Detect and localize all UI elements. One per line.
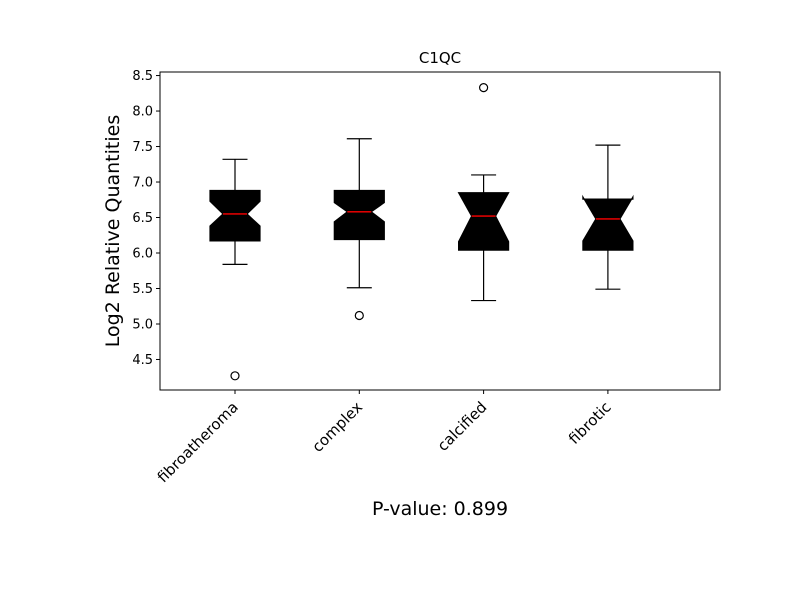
y-tick-label: 5.0 — [132, 317, 153, 332]
outlier-point — [354, 310, 364, 321]
y-axis-label: Log2 Relative Quantities — [102, 115, 124, 347]
y-tick-label: 6.0 — [132, 247, 153, 262]
y-tick-label: 4.5 — [132, 353, 153, 368]
p-value-label: P-value: 0.899 — [372, 498, 508, 520]
y-tick-label: 7.5 — [132, 140, 153, 155]
plot-area — [209, 83, 634, 381]
chart-title: C1QC — [419, 49, 461, 67]
notched-box — [457, 192, 510, 251]
y-tick-label: 8.5 — [132, 69, 153, 84]
notched-box — [582, 194, 634, 251]
outlier-point — [230, 371, 240, 381]
notched-box — [209, 189, 261, 242]
y-tick-label: 6.5 — [132, 211, 153, 226]
outlier-point — [479, 83, 489, 93]
y-tick-label: 7.0 — [132, 176, 153, 191]
y-tick-label: 5.5 — [132, 282, 153, 297]
box-group-calcified — [457, 83, 510, 302]
box-group-fibroatheroma — [209, 158, 261, 381]
plot-frame — [159, 71, 721, 391]
box-group-complex — [333, 138, 385, 321]
notched-box — [333, 189, 385, 241]
box-group-fibrotic — [582, 144, 634, 290]
y-tick-label: 8.0 — [132, 105, 153, 120]
